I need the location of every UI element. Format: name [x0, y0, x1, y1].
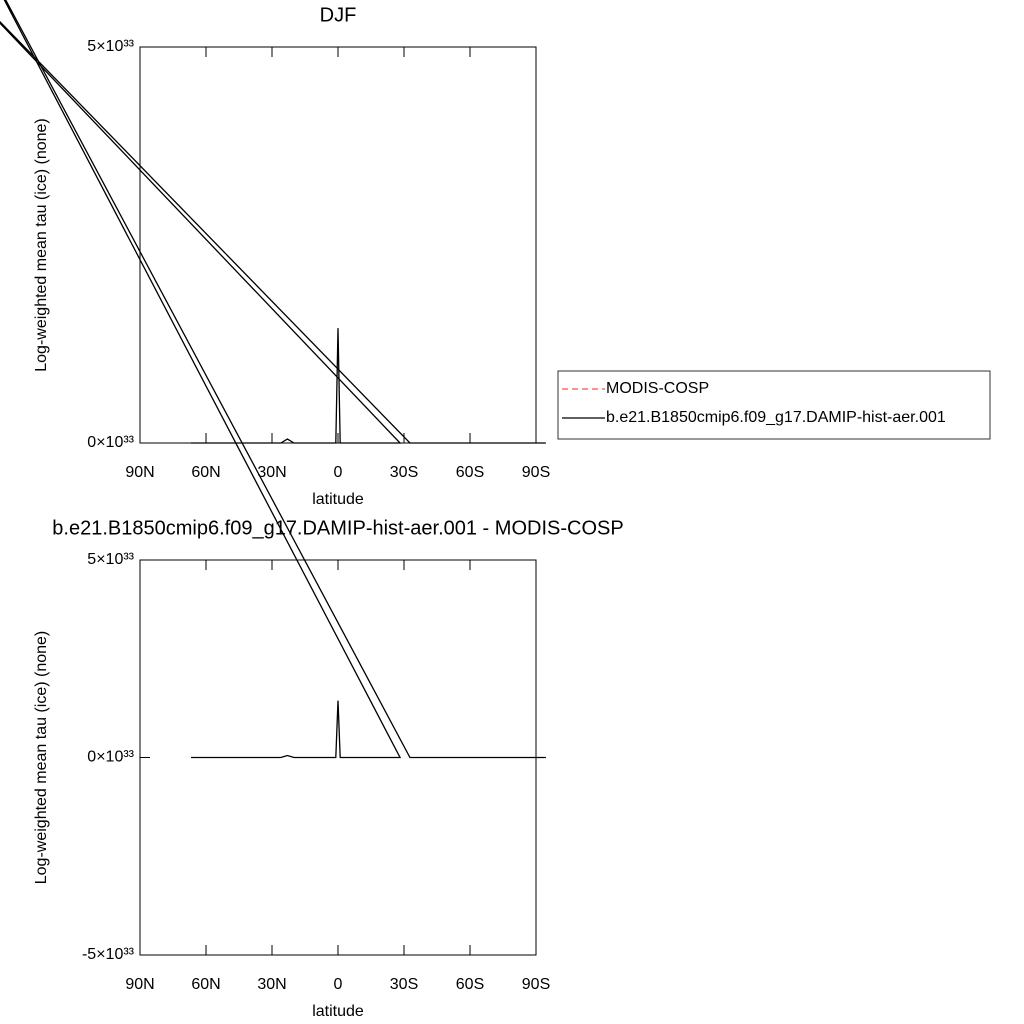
x-tick-label: 30S	[390, 464, 418, 481]
y-tick-label: 0×10³³	[87, 434, 134, 451]
y-tick-label: -5×10³³	[82, 946, 135, 963]
x-tick-label: 90N	[125, 464, 154, 481]
x-tick-label: 30N	[257, 976, 286, 993]
y-tick-label: 5×10³³	[87, 38, 134, 55]
y-tick-label: 5×10³³	[87, 551, 134, 568]
x-tick-label: 60S	[456, 464, 484, 481]
y-axis-label: Log-weighted mean tau (ice) (none)	[33, 631, 50, 884]
x-tick-label: 0	[334, 976, 343, 993]
legend-label: MODIS-COSP	[606, 380, 709, 397]
x-tick-label: 0	[334, 464, 343, 481]
x-tick-label: 60N	[191, 976, 220, 993]
legend-box	[557, 370, 991, 440]
y-tick-label: 0×10³³	[87, 749, 134, 766]
x-tick-label: 60S	[456, 976, 484, 993]
x-axis-label: latitude	[312, 491, 364, 508]
data-line	[0, 20, 546, 444]
x-axis-label: latitude	[312, 1003, 364, 1020]
plot-frame	[139, 46, 537, 444]
x-tick-label: 60N	[191, 464, 220, 481]
x-tick-label: 30S	[390, 976, 418, 993]
x-tick-label: 30N	[257, 464, 286, 481]
chart-title: DJF	[320, 4, 357, 26]
chart-title: b.e21.B1850cmip6.f09_g17.DAMIP-hist-aer.…	[52, 517, 623, 539]
y-axis-label: Log-weighted mean tau (ice) (none)	[33, 118, 50, 371]
data-line	[3, 0, 546, 759]
x-tick-label: 90S	[522, 976, 550, 993]
x-tick-label: 90N	[125, 976, 154, 993]
x-tick-label: 90S	[522, 464, 550, 481]
legend-label: b.e21.B1850cmip6.f09_g17.DAMIP-hist-aer.…	[606, 409, 946, 426]
